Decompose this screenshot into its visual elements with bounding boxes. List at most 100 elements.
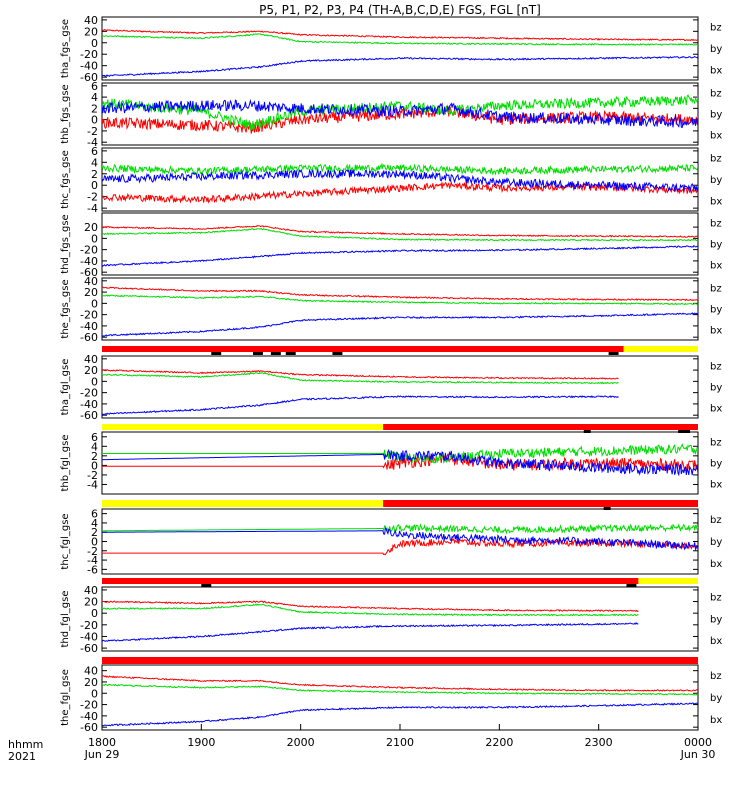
status-bar-tick: [211, 352, 222, 355]
y-tick-label: 6: [91, 508, 98, 521]
series-line-bx: [102, 395, 619, 416]
legend-by: by: [710, 537, 722, 548]
legend-bz: bz: [710, 218, 722, 229]
panel-frame: [101, 586, 699, 652]
series-line-bx: [102, 98, 698, 129]
x-tick-sublabel: Jun 30: [680, 748, 716, 761]
legend-bx: bx: [710, 130, 722, 141]
y-tick-label: 40: [84, 14, 98, 27]
legend-bx: bx: [710, 260, 722, 271]
y-axis-label: tha_fgs_gse: [60, 19, 71, 78]
series-line-by: [102, 372, 619, 385]
legend-bz: bz: [710, 361, 722, 372]
status-bar-segment: [638, 578, 698, 584]
panel-frame: [101, 147, 699, 212]
legend-bz: bz: [710, 593, 722, 604]
y-tick-label: 4: [91, 517, 98, 530]
series-line-bz: [102, 537, 698, 556]
plot-title: P5, P1, P2, P3, P4 (TH-A,B,C,D,E) FGS, F…: [259, 3, 541, 17]
panel-frame: [101, 212, 699, 276]
y-tick-label: 20: [84, 596, 98, 609]
series-line-bz: [102, 600, 639, 613]
legend-bx: bx: [710, 715, 722, 726]
y-tick-label: -60: [80, 642, 98, 655]
legend-bz: bz: [710, 437, 722, 448]
y-tick-label: -20: [80, 309, 98, 322]
panel-frame: [101, 664, 699, 731]
legend-bz: bz: [710, 283, 722, 294]
series-line-bx: [102, 448, 698, 477]
y-tick-label: -60: [80, 331, 98, 344]
status-bar-tick: [583, 430, 591, 433]
status-bar: [102, 346, 698, 355]
x-axis-label-hhmm: hhmm: [8, 738, 43, 751]
y-tick-label: 40: [84, 665, 98, 678]
y-tick-label: 0: [91, 375, 98, 388]
legend-by: by: [710, 693, 722, 704]
legend-bx: bx: [710, 196, 722, 207]
y-axis-label: the_fgs_gse: [60, 279, 71, 338]
legend-by: by: [710, 304, 722, 315]
y-tick-label: -40: [80, 60, 98, 73]
y-tick-label: -4: [87, 554, 98, 567]
status-bar-segment: [383, 500, 698, 507]
y-tick-label: 2: [91, 168, 98, 181]
y-tick-label: 20: [84, 676, 98, 689]
series-line-bz: [102, 369, 619, 380]
y-tick-label: -40: [80, 710, 98, 723]
status-bar-segment: [102, 500, 384, 507]
y-tick-label: -20: [80, 244, 98, 257]
y-tick-label: -40: [80, 398, 98, 411]
y-tick-label: -2: [87, 545, 98, 558]
x-tick-label: 1800: [88, 736, 116, 749]
y-tick-label: -60: [80, 266, 98, 279]
x-tick-label: 1900: [187, 736, 215, 749]
status-bar: [102, 657, 698, 664]
status-bar-segment: [102, 424, 384, 430]
y-tick-label: 4: [91, 440, 98, 453]
y-tick-label: 0: [91, 114, 98, 127]
panel-frame: [101, 16, 699, 81]
status-bar-segment: [383, 424, 698, 430]
legend-bz: bz: [710, 153, 722, 164]
y-tick-label: -60: [80, 721, 98, 734]
status-bar-tick: [201, 584, 212, 587]
y-tick-label: 0: [91, 687, 98, 700]
y-tick-label: 0: [91, 536, 98, 549]
panel-frame: [101, 355, 699, 419]
y-tick-label: -20: [80, 387, 98, 400]
status-bar: [102, 500, 698, 510]
status-bar-tick: [332, 352, 343, 355]
y-tick-label: -6: [87, 563, 98, 576]
panel-frame: [101, 508, 699, 575]
legend-bz: bz: [710, 671, 722, 682]
panel-frame: [101, 82, 699, 146]
y-tick-label: -4: [87, 478, 98, 491]
y-tick-label: -4: [87, 136, 98, 149]
legend-by: by: [710, 109, 722, 120]
legend-bx: bx: [710, 479, 722, 490]
series-line-bx: [102, 312, 698, 337]
y-axis-label: tha_fgl_gse: [60, 359, 71, 416]
status-bar-tick: [252, 352, 263, 355]
status-bar-tick: [626, 584, 637, 587]
series-line-by: [102, 603, 639, 617]
series-line-bx: [102, 55, 698, 78]
y-tick-label: -20: [80, 619, 98, 632]
legend-by: by: [710, 175, 722, 186]
y-tick-label: -40: [80, 320, 98, 333]
y-tick-label: 0: [91, 179, 98, 192]
y-tick-label: 0: [91, 37, 98, 50]
y-tick-label: -60: [80, 409, 98, 422]
legend-bz: bz: [710, 22, 722, 33]
y-tick-label: -20: [80, 48, 98, 61]
status-bar: [102, 578, 698, 587]
y-tick-label: 40: [84, 275, 98, 288]
y-tick-label: -4: [87, 202, 98, 215]
legend-bx: bx: [710, 65, 722, 76]
y-axis-label: thd_fgs_gse: [60, 214, 71, 273]
y-tick-label: -2: [87, 191, 98, 204]
